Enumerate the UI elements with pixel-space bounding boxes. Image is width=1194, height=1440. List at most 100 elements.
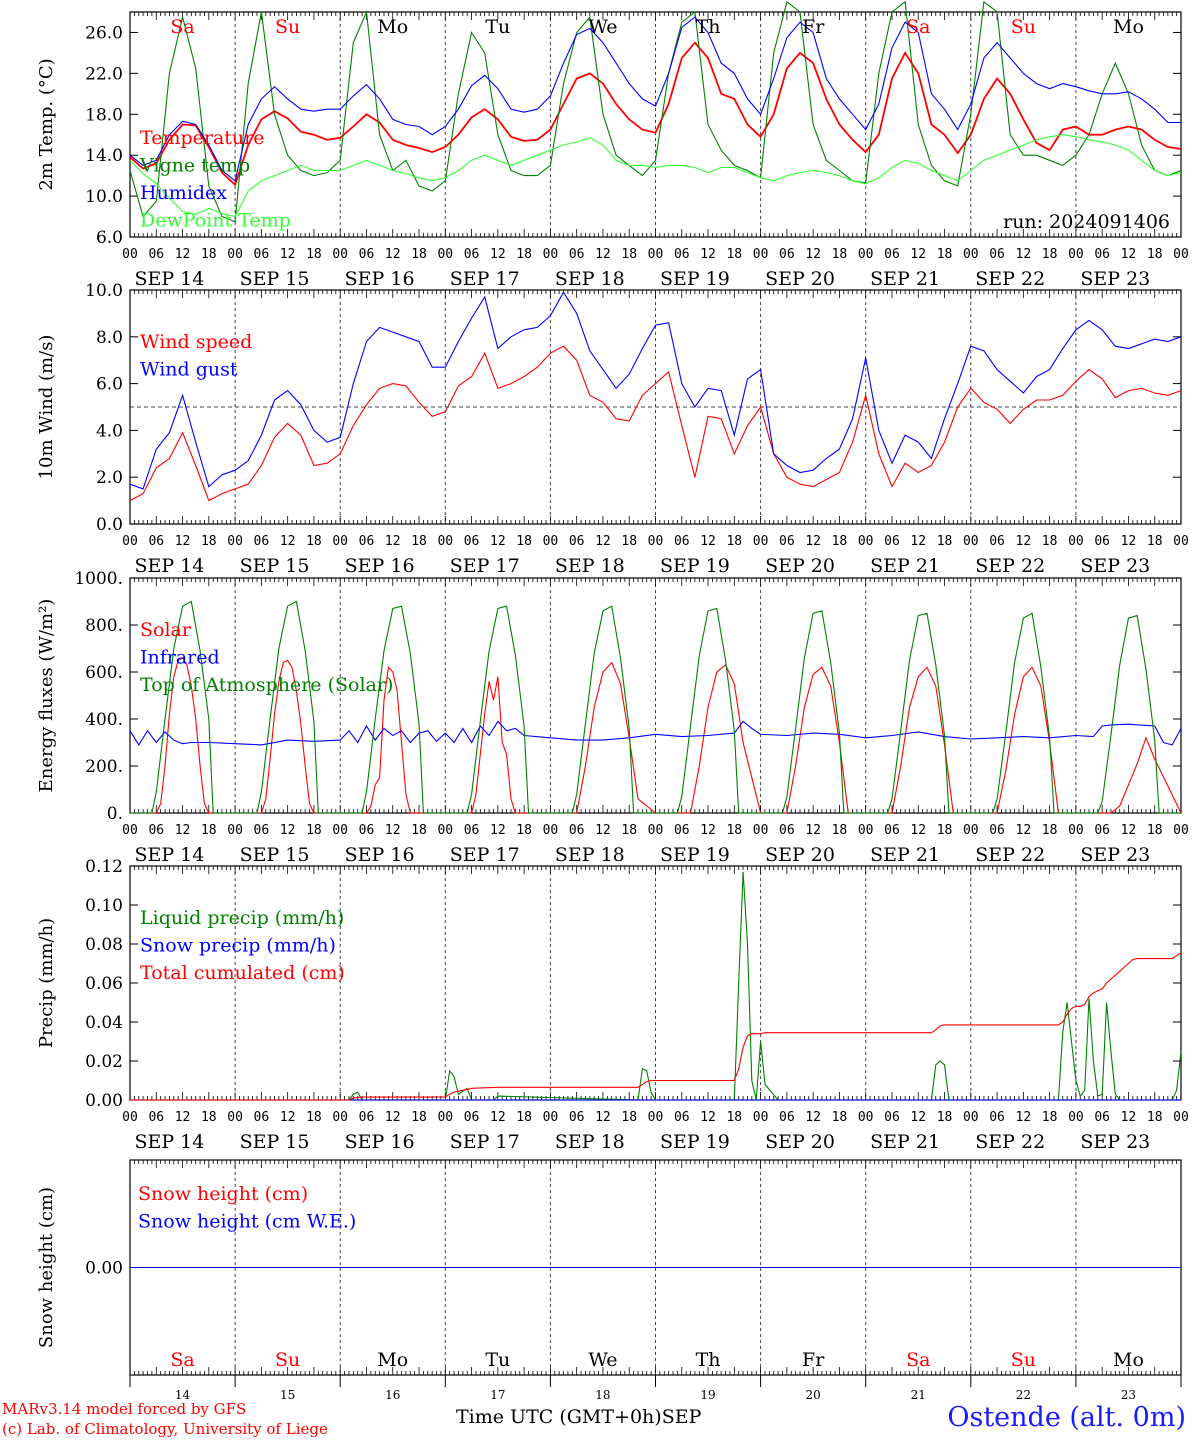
x-hour-label: 18: [832, 823, 848, 838]
x-hour-label: 00: [437, 823, 453, 838]
x-hour-label: 06: [674, 534, 690, 549]
panel-precip: 0.00 0.02 0.04 0.06 0.08 0.10 0.12 Precip (mm/h…: [36, 857, 1189, 1153]
x-hour-label: 12: [595, 823, 611, 838]
y-tick-label: 10.0: [85, 187, 123, 207]
x-hour-label: 00: [543, 534, 559, 549]
x-hour-label: 00: [753, 534, 769, 549]
x-date-label: SEP 16: [345, 844, 415, 866]
legend-entry: Snow height (cm): [138, 1183, 308, 1205]
y-tick-label: 0.10: [85, 896, 123, 916]
x-hour-label: 12: [385, 247, 401, 262]
x-hour-label: 00: [1068, 247, 1084, 262]
x-hour-label: 06: [148, 823, 164, 838]
x-hour-label: 00: [332, 1110, 348, 1125]
x-hour-label: 12: [700, 534, 716, 549]
x-date-label: SEP 21: [870, 555, 940, 577]
x-hour-label: 00: [1068, 1110, 1084, 1125]
series-line-top-of-atmosphere-solar-: [130, 600, 1181, 814]
panel-energy: 0. 200. 400. 600. 800. 1000. Energy fluxes (W/…: [36, 569, 1189, 866]
x-hour-label: 12: [175, 1110, 191, 1125]
x-date-label: SEP 21: [870, 844, 940, 866]
legend-entry: Solar: [140, 619, 192, 641]
x-hour-label: 18: [621, 823, 637, 838]
y-tick-label: 600.: [85, 663, 123, 683]
x-hour-label: 12: [910, 247, 926, 262]
legend-entry: Infrared: [140, 647, 220, 669]
x-date-label: SEP 15: [240, 844, 310, 866]
x-hour-label: 12: [490, 823, 506, 838]
x-hour-label: 06: [359, 823, 375, 838]
x-axis-title-text: Time UTC (GMT+0h): [456, 1406, 662, 1428]
x-hour-label: 12: [700, 1110, 716, 1125]
x-hour-label: 06: [989, 823, 1005, 838]
x-axis-month: SEP: [661, 1406, 702, 1428]
x-date-label: SEP 17: [450, 844, 520, 866]
y-tick-label: 22.0: [85, 64, 123, 84]
day-number-label: 22: [1016, 1388, 1031, 1402]
x-hour-label: 18: [937, 534, 953, 549]
x-hour-label: 12: [280, 1110, 296, 1125]
x-hour-label: 06: [254, 1110, 270, 1125]
x-hour-label: 18: [411, 247, 427, 262]
x-hour-label: 12: [490, 247, 506, 262]
x-hour-label: 00: [753, 247, 769, 262]
x-hour-label: 06: [148, 247, 164, 262]
x-hour-label: 06: [148, 534, 164, 549]
x-hour-label: 06: [464, 1110, 480, 1125]
weekday-label: Sa: [906, 16, 930, 38]
weekday-label: Mo: [377, 1349, 408, 1371]
y-axis-label: Precip (mm/h): [36, 918, 57, 1048]
series-line-humidex: [129, 16, 1181, 182]
x-hour-label: 06: [884, 823, 900, 838]
x-date-label: SEP 18: [555, 844, 625, 866]
weekday-label: Su: [1011, 1349, 1036, 1371]
x-date-label: SEP 15: [240, 1131, 310, 1153]
x-hour-label: 06: [674, 1110, 690, 1125]
x-hour-label: 00: [753, 823, 769, 838]
day-number-label: 21: [911, 1388, 926, 1402]
x-date-label: SEP 21: [870, 268, 940, 290]
legend-entry: DewPoint Temp: [140, 210, 291, 232]
x-hour-label: 06: [779, 1110, 795, 1125]
legend-entry: Wind speed: [140, 331, 252, 353]
x-hour-label: 18: [832, 1110, 848, 1125]
x-hour-label: 12: [700, 823, 716, 838]
x-hour-label: 00: [1173, 1110, 1189, 1125]
y-tick-label: 0.08: [85, 935, 123, 955]
x-hour-label: 06: [1094, 247, 1110, 262]
legend-entry: Liquid precip (mm/h): [140, 907, 344, 929]
day-number-label: 19: [700, 1388, 715, 1402]
x-hour-label: 12: [805, 1110, 821, 1125]
y-tick-label: 6.0: [96, 375, 123, 395]
y-tick-label: 0.00: [85, 1259, 123, 1279]
x-date-label: SEP 17: [450, 555, 520, 577]
x-hour-label: 18: [1147, 823, 1163, 838]
x-hour-label: 06: [254, 534, 270, 549]
series-line-wind-speed: [129, 345, 1182, 502]
x-hour-label: 12: [805, 823, 821, 838]
x-date-label: SEP 16: [345, 1131, 415, 1153]
x-date-label: SEP 14: [134, 268, 204, 290]
x-date-label: SEP 17: [450, 1131, 520, 1153]
series-line-dewpoint-temp: [129, 134, 1182, 218]
x-date-label: SEP 16: [345, 555, 415, 577]
x-hour-label: 18: [306, 247, 322, 262]
x-date-label: SEP 22: [975, 1131, 1045, 1153]
x-hour-label: 18: [201, 1110, 217, 1125]
x-hour-label: 00: [437, 247, 453, 262]
series-line-wind-gust: [129, 291, 1182, 490]
x-hour-label: 00: [1068, 534, 1084, 549]
x-hour-label: 18: [621, 534, 637, 549]
x-date-label: SEP 23: [1080, 268, 1150, 290]
weekday-label: Sa: [906, 1349, 930, 1371]
x-hour-label: 12: [1121, 823, 1137, 838]
x-hour-label: 18: [516, 247, 532, 262]
x-hour-label: 00: [543, 823, 559, 838]
x-hour-label: 12: [385, 1110, 401, 1125]
x-axis-title: Time UTC (GMT+0h)SEP: [456, 1406, 701, 1428]
run-label: run: 2024091406: [1003, 211, 1170, 233]
x-hour-label: 00: [332, 534, 348, 549]
weekday-label: Tu: [485, 1349, 510, 1371]
x-hour-label: 18: [726, 534, 742, 549]
y-axis-label: 10m Wind (m/s): [36, 335, 57, 480]
